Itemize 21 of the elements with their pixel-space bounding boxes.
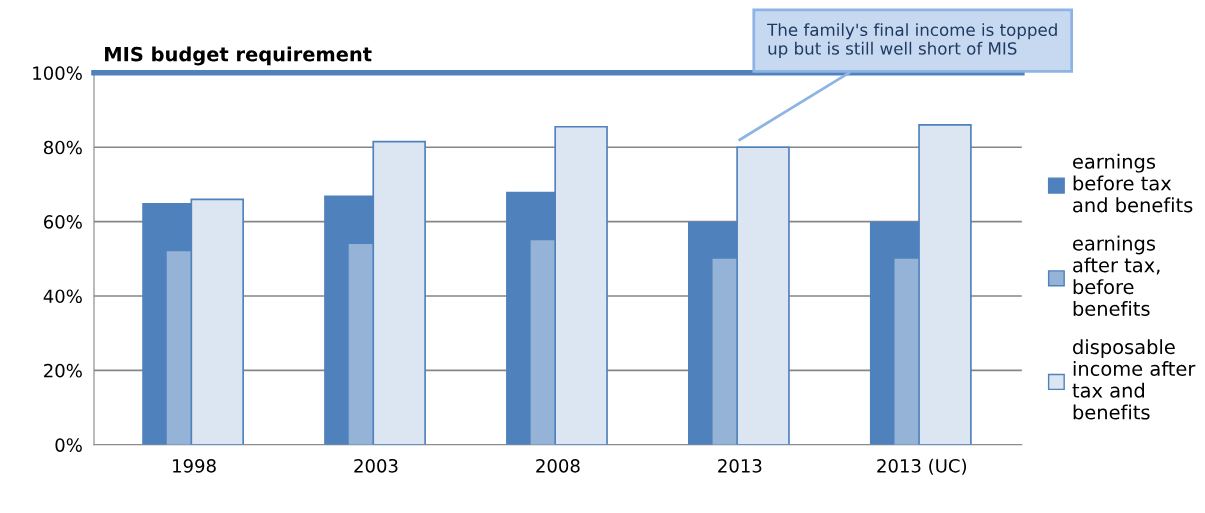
x-tick-label: 2003 <box>354 458 398 473</box>
x-tick-label: 2013 (UC) <box>877 458 967 475</box>
legend-label: disposable income after tax and benefits <box>1072 339 1196 420</box>
bar <box>530 240 556 445</box>
y-tick-label: 100% <box>33 66 82 80</box>
x-tick-label: 2008 <box>536 458 580 473</box>
bar <box>894 258 920 445</box>
bar <box>348 243 374 445</box>
y-tick-label: 20% <box>44 363 82 378</box>
legend-label: earnings before tax and benefits <box>1073 153 1193 213</box>
bar <box>166 251 192 445</box>
y-tick-label: 40% <box>43 289 82 304</box>
legend-label: earnings after tax, before benefits <box>1073 235 1160 316</box>
ref-line-label: MIS budget requirement <box>105 46 372 66</box>
x-tick-label: 1998 <box>173 458 216 473</box>
text: The family's final income is topped up but is still well short of MIS <box>767 23 1057 58</box>
y-tick-label: 80% <box>43 140 82 155</box>
y-tick-label: 0% <box>55 438 82 452</box>
x-tick-label: 2013 <box>718 458 762 473</box>
bar <box>712 258 738 445</box>
y-tick-label: 60% <box>44 215 82 229</box>
